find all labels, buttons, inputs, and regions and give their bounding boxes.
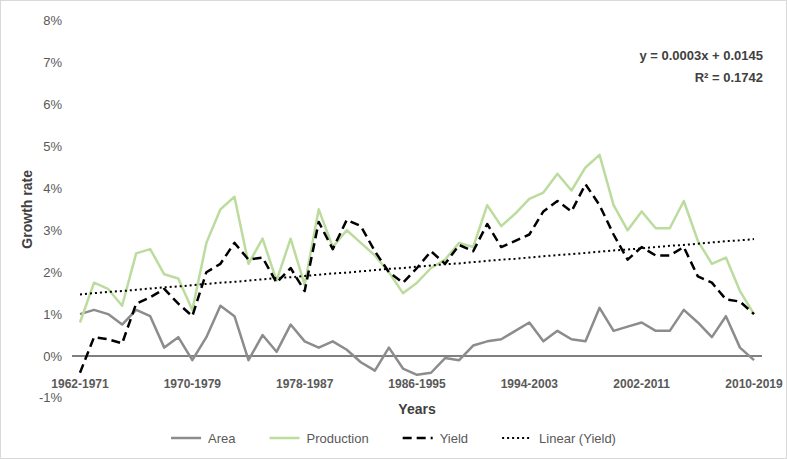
- y-tick-label: 6%: [43, 97, 62, 112]
- x-tick-label: 2002-2011: [613, 377, 670, 391]
- y-tick-label: 4%: [43, 181, 62, 196]
- y-tick-label: 3%: [43, 223, 62, 238]
- x-tick-label: 1994-2003: [501, 377, 559, 391]
- y-tick-label: 5%: [43, 139, 62, 154]
- x-tick-label: 1970-1979: [164, 377, 222, 391]
- x-tick-label: 2010-2019: [725, 377, 783, 391]
- y-tick-label: -1%: [39, 390, 63, 405]
- legend-swatch: [171, 437, 201, 440]
- y-tick-label: 8%: [43, 13, 62, 28]
- legend-label: Production: [307, 431, 369, 446]
- x-tick-label: 1962-1971: [51, 377, 109, 391]
- series-line: [80, 239, 754, 294]
- plot-area: [80, 155, 754, 375]
- x-tick-label: 1978-1987: [276, 377, 334, 391]
- legend-swatch: [502, 437, 532, 439]
- legend-label: Area: [208, 431, 236, 446]
- y-tick-label: 1%: [43, 307, 62, 322]
- legend-swatch: [270, 437, 300, 440]
- x-axis-title: Years: [398, 401, 436, 417]
- y-axis-title: Growth rate: [19, 170, 35, 249]
- y-tick-label: 0%: [43, 349, 62, 364]
- series-line: [80, 184, 754, 373]
- series-line: [80, 155, 754, 323]
- legend-label: Yield: [440, 431, 468, 446]
- y-tick-label: 2%: [43, 265, 62, 280]
- annotation: y = 0.0003x + 0.0145: [639, 48, 763, 63]
- annotation: R² = 0.1742: [695, 70, 763, 85]
- legend-swatch: [403, 437, 433, 440]
- zero-axis-line: [72, 356, 762, 357]
- x-tick-label: 1986-1995: [388, 377, 446, 391]
- chart: -1% 0% 1% 2% 3% 4% 5% 6% 7% 8% 1962-1971 1970-1979 1…: [0, 0, 787, 459]
- chart-border: [1, 1, 787, 459]
- y-tick-label: 7%: [43, 55, 62, 70]
- legend-label: Linear (Yield): [539, 431, 616, 446]
- series-line: [80, 306, 754, 375]
- legend: Area Production Yield Linear (Yield): [171, 431, 616, 446]
